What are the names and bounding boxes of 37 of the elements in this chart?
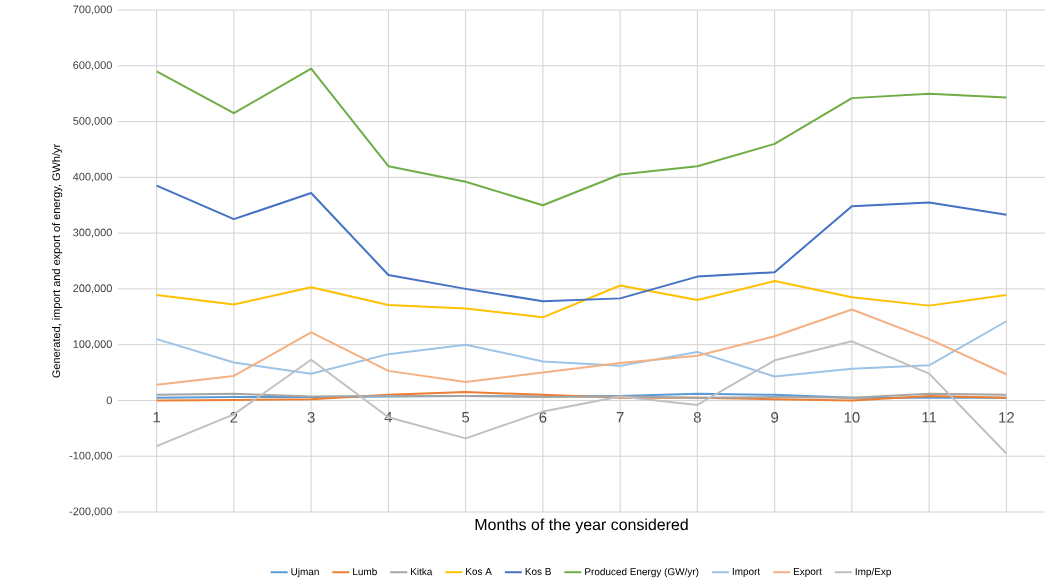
x-tick-label: 11 [922, 412, 937, 423]
legend-label: Export [793, 568, 822, 577]
y-tick-label: -100,000 [69, 451, 112, 461]
x-tick-label: 10 [844, 412, 860, 423]
x-tick-label: 3 [307, 412, 315, 423]
x-tick-label: 8 [693, 412, 701, 423]
legend-label: Lumb [353, 567, 377, 576]
x-tick-label: 9 [771, 412, 779, 423]
line-series [155, 280, 1008, 319]
y-tick-label: 300,000 [73, 228, 112, 238]
legend-label: Kos B [525, 568, 551, 576]
line-series [155, 67, 1008, 207]
y-axis-title: Generated, import and export of energy, GWh/yr [52, 144, 63, 378]
legend-label: Import [732, 568, 761, 577]
y-tick-label: 400,000 [72, 172, 112, 182]
x-tick-label: 6 [539, 412, 547, 423]
x-tick-label: 12 [999, 412, 1014, 423]
x-axis-title: Months of the year considered [475, 518, 688, 534]
legend-label: Kitka [411, 567, 433, 576]
y-tick-label: 0 [106, 396, 112, 405]
legend-label: Imp/Exp [855, 567, 891, 578]
y-tick-label: 500,000 [73, 117, 112, 127]
x-tick-label: 1 [153, 412, 161, 423]
y-tick-label: 100,000 [73, 340, 112, 350]
legend-label: Kos A [466, 568, 492, 576]
x-tick-label: 7 [616, 412, 624, 423]
y-tick-label: 600,000 [73, 61, 112, 71]
line-series [155, 184, 1008, 303]
legend-label: Produced Energy (GW/yr) [585, 567, 699, 578]
x-tick-label: 2 [230, 412, 238, 423]
line-series [155, 308, 1008, 386]
legend-label: Ujman [291, 567, 319, 578]
y-tick-label: -200,000 [69, 507, 112, 517]
x-tick-label: 5 [462, 412, 470, 423]
y-tick-label: 200,000 [73, 284, 112, 294]
line-series [155, 320, 1008, 378]
y-tick-label: 700,000 [73, 5, 112, 15]
